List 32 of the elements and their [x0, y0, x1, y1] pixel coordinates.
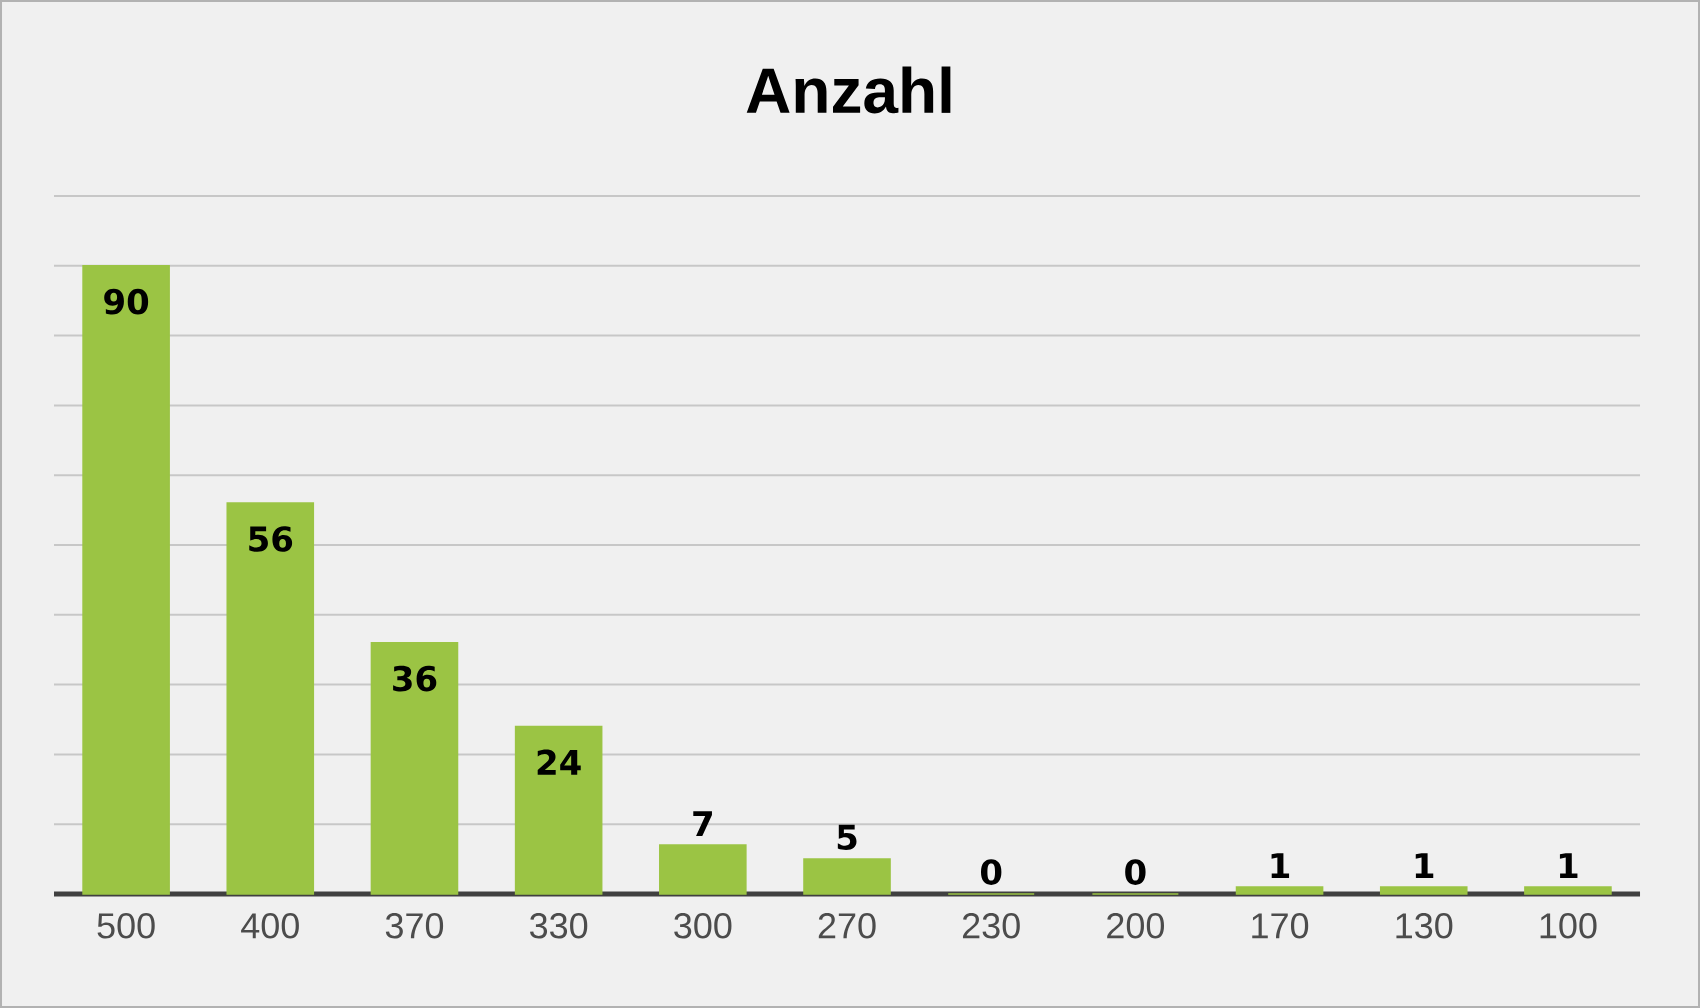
- bar: [370, 641, 459, 895]
- bar: [226, 502, 315, 895]
- bar: [1235, 886, 1324, 895]
- x-tick-label: 400: [241, 913, 299, 939]
- x-tick-label: 370: [385, 913, 444, 939]
- x-tick-label: 300: [674, 913, 732, 939]
- data-label: 24: [537, 749, 581, 775]
- bar: [803, 858, 891, 895]
- x-tick-label: 100: [1540, 913, 1597, 939]
- data-label: 0: [981, 859, 1002, 885]
- data-label: 7: [693, 811, 712, 837]
- x-tick-label: 330: [530, 913, 588, 939]
- chart-title: Anzahl: [746, 66, 951, 114]
- data-label: 90: [104, 288, 149, 315]
- data-label: 56: [249, 526, 293, 552]
- x-tick-label: 230: [962, 913, 1020, 939]
- x-tick-label: 200: [1107, 913, 1165, 939]
- bar: [659, 844, 747, 895]
- x-tick-label: 130: [1396, 913, 1453, 939]
- data-label: 1: [1271, 853, 1290, 878]
- data-label: 1: [1559, 853, 1578, 878]
- x-tick-label: 270: [818, 913, 876, 939]
- data-label: 1: [1415, 853, 1434, 878]
- bar: [1524, 886, 1612, 895]
- x-tick-label: 170: [1252, 913, 1309, 939]
- x-tick-label: 500: [97, 913, 155, 939]
- data-label: 5: [837, 824, 857, 851]
- bar: [1379, 886, 1468, 895]
- data-label: 0: [1125, 859, 1146, 885]
- bar: [514, 725, 603, 895]
- bar: [82, 264, 170, 895]
- data-label: 36: [393, 665, 437, 692]
